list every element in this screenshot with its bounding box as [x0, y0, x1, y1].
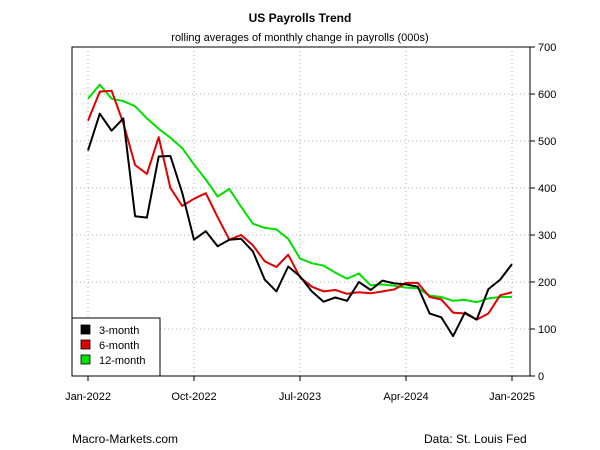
series-line-3-month	[87, 112, 513, 338]
plot-frame	[71, 46, 531, 377]
legend-label-6-month: 6-month	[99, 340, 139, 352]
y-tick-label: 400	[538, 183, 556, 195]
chart-subtitle: rolling averages of monthly change in pa…	[171, 32, 428, 44]
y-tick-label: 200	[538, 277, 556, 289]
x-tick-label: Oct-2022	[171, 391, 216, 403]
chart-title: US Payrolls Trend	[249, 11, 352, 25]
y-tick-label: 700	[538, 42, 556, 54]
y-axis: 0 100 200 300 400 500 600 700	[530, 42, 556, 383]
legend: 3-month 6-month 12-month	[71, 317, 161, 377]
y-tick-label: 300	[538, 230, 556, 242]
y-tick-label: 500	[538, 136, 556, 148]
legend-label-12-month: 12-month	[99, 355, 145, 367]
x-tick-label: Apr-2024	[383, 391, 428, 403]
x-tick-label: Jan-2025	[489, 391, 535, 403]
y-tick-label: 100	[538, 324, 556, 336]
series-lines	[87, 83, 513, 338]
legend-swatch-12-month	[80, 354, 91, 365]
y-tick-label: 600	[538, 89, 556, 101]
footer-data-credit: Data: St. Louis Fed	[424, 432, 527, 446]
legend-swatch-3-month	[80, 324, 91, 335]
x-tick-label: Jan-2022	[65, 391, 111, 403]
grid	[72, 47, 530, 376]
x-axis: Jan-2022 Oct-2022 Jul-2023 Apr-2024 Jan-2025	[65, 376, 535, 403]
series-line-6-month	[87, 89, 513, 321]
x-tick-label: Jul-2023	[279, 391, 321, 403]
y-tick-label: 0	[538, 371, 544, 383]
footer-source-site: Macro-Markets.com	[72, 432, 179, 446]
legend-label-3-month: 3-month	[99, 325, 139, 337]
legend-swatch-6-month	[80, 339, 91, 350]
series-line-12-month	[87, 83, 512, 304]
